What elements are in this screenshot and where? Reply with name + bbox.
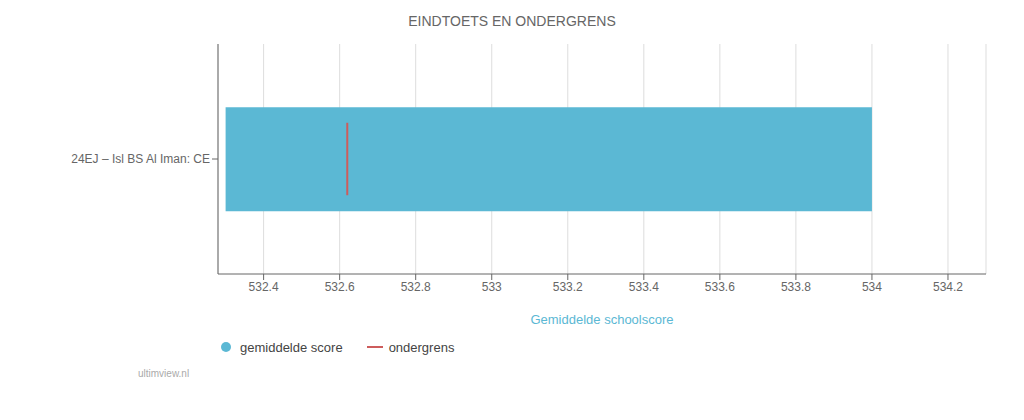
svg-text:533.2: 533.2	[553, 280, 583, 294]
html-text:ultimview.nl: ultimview.nl	[138, 368, 190, 379]
svg-text:533.6: 533.6	[705, 280, 735, 294]
svg-text:532.8: 532.8	[401, 280, 431, 294]
html-text:EINDTOETS EN ONDERGRENS: EINDTOETS EN ONDERGRENS	[408, 13, 616, 29]
svg-text:534.2: 534.2	[933, 280, 963, 294]
svg-text:533: 533	[482, 280, 502, 294]
svg-text:532.4: 532.4	[249, 280, 279, 294]
svg-text:532.6: 532.6	[325, 280, 355, 294]
svg-text:533.8: 533.8	[781, 280, 811, 294]
svg-text:533.4: 533.4	[629, 280, 659, 294]
svg-text:Gemiddelde schoolscore: Gemiddelde schoolscore	[530, 312, 673, 327]
html-text:ondergrens: ondergrens	[388, 339, 455, 355]
svg-text:24EJ – Isl BS Al Iman: CE: 24EJ – Isl BS Al Iman: CE	[71, 152, 210, 166]
svg-text:534: 534	[862, 280, 882, 294]
html-text:gemiddelde score: gemiddelde score	[240, 339, 343, 355]
